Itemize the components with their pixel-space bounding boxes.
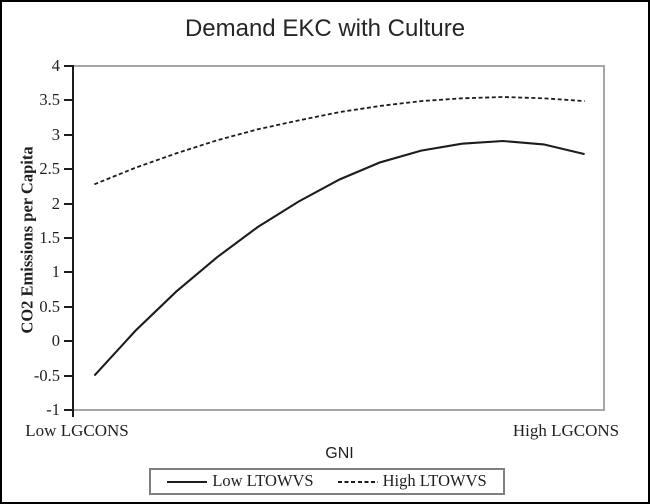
low-ltowvs-curve [93, 139, 585, 377]
plot-frame-right [603, 65, 605, 410]
y-tick-mark [64, 237, 73, 239]
solid-line-swatch-icon [167, 480, 208, 483]
y-tick-mark [64, 271, 73, 273]
y-tick-mark [64, 134, 73, 136]
x-axis-title: GNI [325, 445, 354, 462]
y-tick-mark [64, 99, 73, 101]
y-tick-label: 0.5 [39, 296, 60, 316]
y-tick-label: 3.5 [39, 89, 60, 109]
y-tick-label: 1 [51, 261, 60, 281]
y-tick-mark [64, 409, 73, 411]
y-tick-label: -0.5 [33, 365, 60, 385]
legend-item-low-ltowvs: Low LTOWVS [167, 471, 314, 491]
plot-frame-top [74, 65, 605, 67]
dashed-line-swatch-icon [337, 480, 378, 483]
y-tick-mark [64, 203, 73, 205]
legend-box: Low LTOWVS High LTOWVS [149, 468, 505, 495]
y-tick-mark [64, 306, 73, 308]
y-tick-label: 2 [51, 193, 60, 213]
y-axis-line [72, 65, 74, 417]
x-axis-label-low: Low LGCONS [25, 421, 129, 440]
x-axis-line [74, 409, 605, 411]
y-tick-label: 0 [51, 330, 60, 350]
y-tick-mark [64, 340, 73, 342]
y-tick-label: -1 [46, 399, 60, 419]
legend-item-high-ltowvs: High LTOWVS [337, 471, 487, 491]
y-tick-label: 2.5 [39, 158, 60, 178]
high-ltowvs-curve [94, 96, 585, 186]
legend-label: High LTOWVS [382, 471, 487, 491]
y-tick-label: 1.5 [39, 227, 60, 247]
x-axis-label-high: High LGCONS [512, 421, 620, 440]
y-tick-mark [64, 168, 73, 170]
y-tick-label: 3 [51, 124, 60, 144]
plot-area [93, 96, 585, 377]
chart-title: Demand EKC with Culture [184, 15, 466, 42]
y-tick-label: 4 [51, 55, 60, 75]
y-tick-mark [64, 375, 73, 377]
legend-label: Low LTOWVS [212, 471, 314, 491]
y-tick-mark [64, 65, 73, 67]
